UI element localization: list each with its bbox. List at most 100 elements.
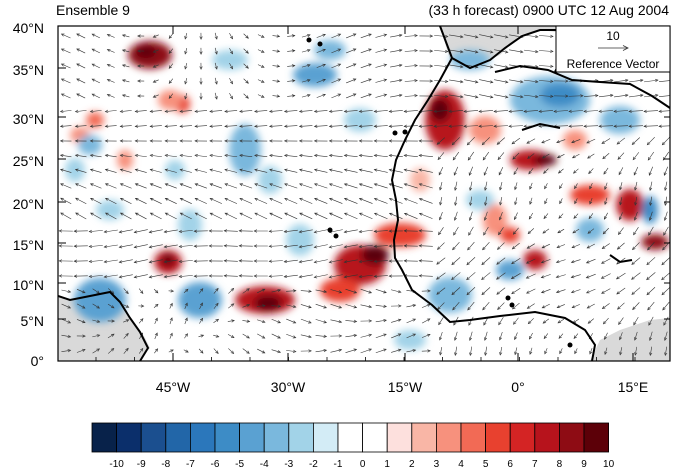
wind-arrow-icon	[224, 197, 238, 204]
wind-arrow-icon	[418, 259, 433, 263]
anomaly-blob	[229, 124, 261, 176]
wind-arrow-icon	[238, 229, 253, 233]
wind-arrow-icon	[314, 197, 328, 204]
wind-arrow-icon	[463, 109, 479, 113]
wind-arrow-icon	[618, 167, 624, 176]
wind-arrow-icon	[118, 259, 133, 264]
wind-arrow-icon	[283, 124, 298, 128]
wind-arrow-icon	[198, 334, 205, 338]
wind-arrow-icon	[183, 349, 189, 353]
wind-arrow-icon	[208, 274, 223, 278]
colorbar-swatch	[214, 422, 241, 453]
wind-arrow-icon	[134, 183, 147, 189]
wind-arrow-icon	[483, 331, 488, 341]
wind-arrow-icon	[499, 346, 503, 356]
wind-arrow-icon	[133, 244, 148, 249]
wind-arrow-icon	[648, 166, 653, 176]
wind-arrow-icon	[434, 94, 449, 98]
wind-arrow-icon	[468, 166, 473, 176]
wind-arrow-icon	[454, 196, 458, 206]
wind-arrow-icon	[574, 183, 578, 190]
lat-label: 5°N	[20, 313, 45, 329]
colorbar-swatch	[583, 422, 610, 453]
wind-arrow-icon	[89, 109, 102, 113]
wind-arrow-icon	[525, 258, 536, 264]
wind-arrow-icon	[209, 168, 223, 173]
wind-arrow-icon	[316, 48, 326, 53]
wind-arrow-icon	[633, 166, 639, 176]
wind-arrow-icon	[568, 109, 584, 113]
wind-arrow-icon	[540, 259, 551, 264]
wind-arrow-icon	[345, 319, 358, 323]
wind-arrow-icon	[301, 79, 311, 83]
wind-arrow-icon	[360, 333, 373, 338]
wind-arrow-icon	[498, 211, 503, 221]
wind-arrow-icon	[343, 212, 358, 220]
wind-arrow-icon	[108, 347, 115, 354]
wind-arrow-icon	[330, 303, 343, 309]
wind-arrow-icon	[74, 124, 87, 128]
wind-arrow-icon	[209, 109, 223, 113]
colorbar-swatch	[91, 422, 118, 453]
wind-arrow-icon	[543, 213, 549, 220]
wind-arrow-icon	[138, 288, 144, 294]
wind-arrow-icon	[106, 94, 115, 98]
wind-arrow-icon	[555, 259, 566, 264]
anomaly-blob	[286, 224, 314, 256]
wind-arrow-icon	[134, 139, 147, 143]
colorbar-swatch	[165, 422, 191, 453]
wind-arrow-icon	[373, 183, 388, 189]
wind-arrow-icon	[484, 196, 488, 206]
wind-arrow-icon	[345, 288, 358, 294]
wind-arrow-icon	[283, 274, 298, 279]
wind-arrow-icon	[617, 302, 625, 310]
wind-arrow-icon	[664, 196, 668, 207]
wind-arrow-icon	[498, 167, 504, 176]
wind-arrow-icon	[298, 229, 313, 234]
anomaly-blob	[117, 150, 133, 170]
wind-arrow-icon	[88, 259, 103, 263]
lon-label: 0°	[511, 379, 525, 395]
wind-arrow-icon	[436, 257, 446, 265]
wind-arrow-icon	[298, 259, 313, 264]
wind-arrow-icon	[453, 226, 459, 236]
wind-arrow-icon	[616, 287, 626, 295]
wind-arrow-icon	[298, 244, 313, 249]
wind-arrow-icon	[154, 332, 158, 340]
wind-arrow-icon	[403, 153, 418, 158]
island-marker	[509, 302, 515, 308]
wind-arrow-icon	[643, 124, 659, 128]
wind-arrow-icon	[118, 274, 133, 279]
lat-label: 15°N	[12, 237, 44, 253]
map-title-left: Ensemble 9	[56, 2, 130, 18]
wind-arrow-icon	[421, 289, 431, 293]
wind-arrow-icon	[243, 63, 249, 69]
wind-arrow-icon	[148, 259, 163, 264]
wind-arrow-icon	[268, 274, 283, 278]
wind-arrow-icon	[449, 94, 464, 99]
wind-arrow-icon	[512, 227, 519, 235]
wind-arrow-icon	[433, 124, 448, 128]
lon-label: 15°W	[387, 379, 423, 395]
wind-arrow-icon	[133, 229, 148, 234]
wind-arrow-icon	[313, 168, 328, 173]
wind-arrow-icon	[76, 33, 86, 39]
wind-arrow-icon	[493, 124, 509, 128]
wind-arrow-icon	[509, 49, 524, 54]
wind-arrow-icon	[544, 198, 548, 205]
island-marker	[306, 37, 312, 43]
wind-arrow-icon	[553, 109, 569, 113]
wind-arrow-icon	[589, 197, 593, 205]
wind-arrow-icon	[390, 78, 403, 83]
colorbar-label: 0	[359, 459, 366, 470]
wind-arrow-icon	[243, 48, 249, 54]
wind-arrow-icon	[468, 226, 474, 236]
wind-arrow-icon	[199, 32, 203, 40]
wind-arrow-icon	[418, 183, 433, 189]
wind-arrow-icon	[390, 93, 403, 98]
wind-arrow-icon	[179, 139, 192, 143]
wind-arrow-icon	[391, 348, 402, 353]
wind-arrow-icon	[228, 287, 235, 294]
wind-arrow-icon	[373, 168, 388, 173]
wind-arrow-icon	[513, 317, 519, 325]
